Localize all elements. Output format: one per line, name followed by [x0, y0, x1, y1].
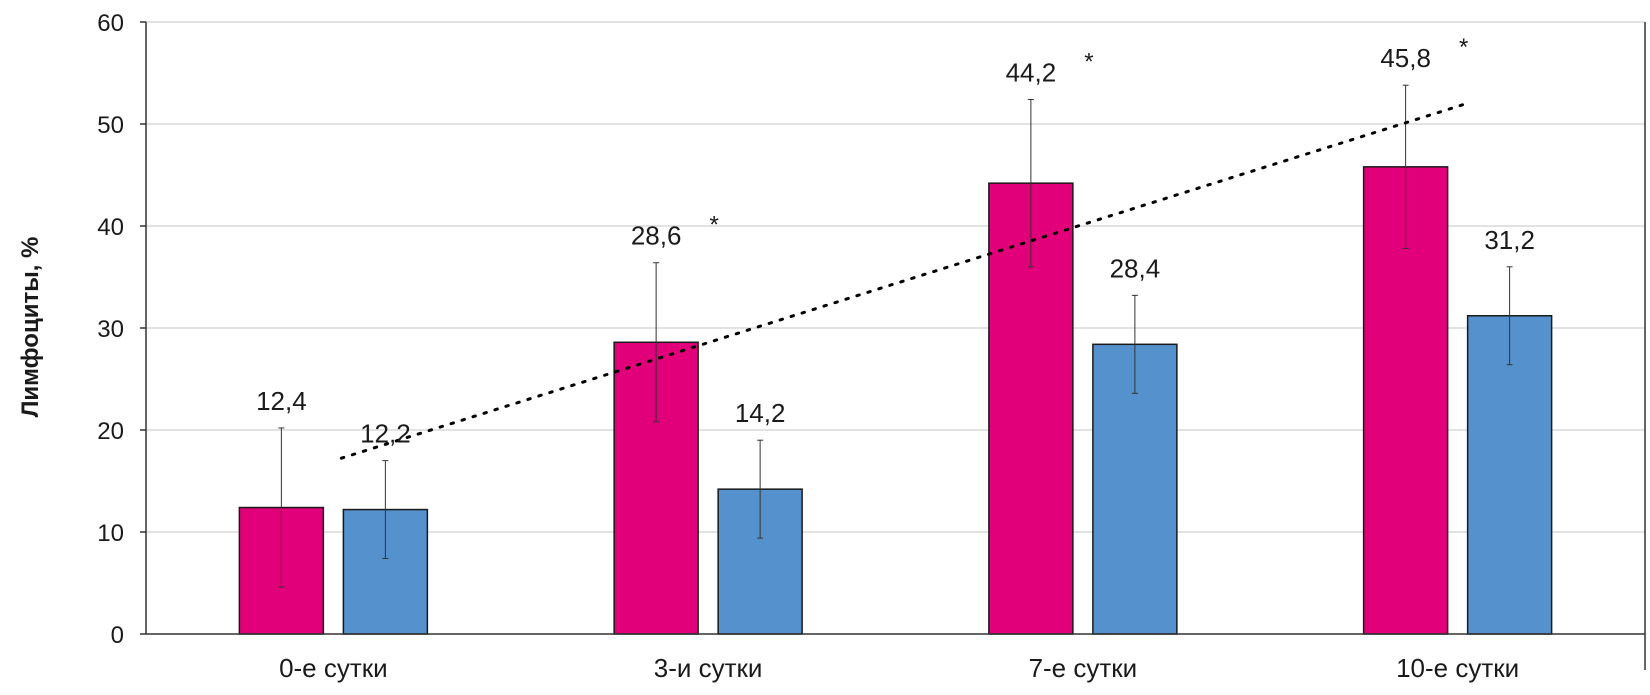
x-category-label: 10-е сутки — [1396, 653, 1519, 683]
trendline — [339, 102, 1466, 460]
bar — [1466, 315, 1553, 635]
y-tick-label: 10 — [97, 520, 124, 547]
x-category-label: 7-е сутки — [1029, 653, 1138, 683]
y-tick-label: 60 — [97, 10, 124, 37]
trend-line — [339, 102, 1466, 460]
data-label: 12,4 — [256, 386, 307, 416]
y-tick-label: 40 — [97, 214, 124, 241]
chart-text: 0 10 20 30 40 50 60 12,4 12,2 0-е сутки 28,6 14,2 * 3… — [97, 10, 1535, 683]
data-label: 28,4 — [1110, 253, 1161, 283]
significance-star: * — [1459, 34, 1468, 61]
data-label: 44,2 — [1006, 58, 1057, 88]
y-tick-label: 50 — [97, 112, 124, 139]
x-category-label: 3-и сутки — [654, 653, 763, 683]
error-bars — [278, 84, 1513, 588]
data-label: 31,2 — [1484, 225, 1535, 255]
bars — [238, 166, 1553, 635]
significance-star: * — [1084, 49, 1093, 76]
significance-star: * — [709, 212, 718, 239]
data-label: 14,2 — [735, 398, 786, 428]
y-axis-label: Лимфоциты, % — [17, 237, 44, 418]
data-label: 28,6 — [631, 221, 682, 251]
data-label: 12,2 — [360, 419, 411, 449]
y-tick-label: 30 — [97, 316, 124, 343]
data-label: 45,8 — [1380, 43, 1431, 73]
axes — [140, 21, 1646, 670]
y-tick-label: 0 — [111, 622, 124, 649]
y-tick-label: 20 — [97, 418, 124, 445]
x-category-label: 0-е сутки — [279, 653, 388, 683]
